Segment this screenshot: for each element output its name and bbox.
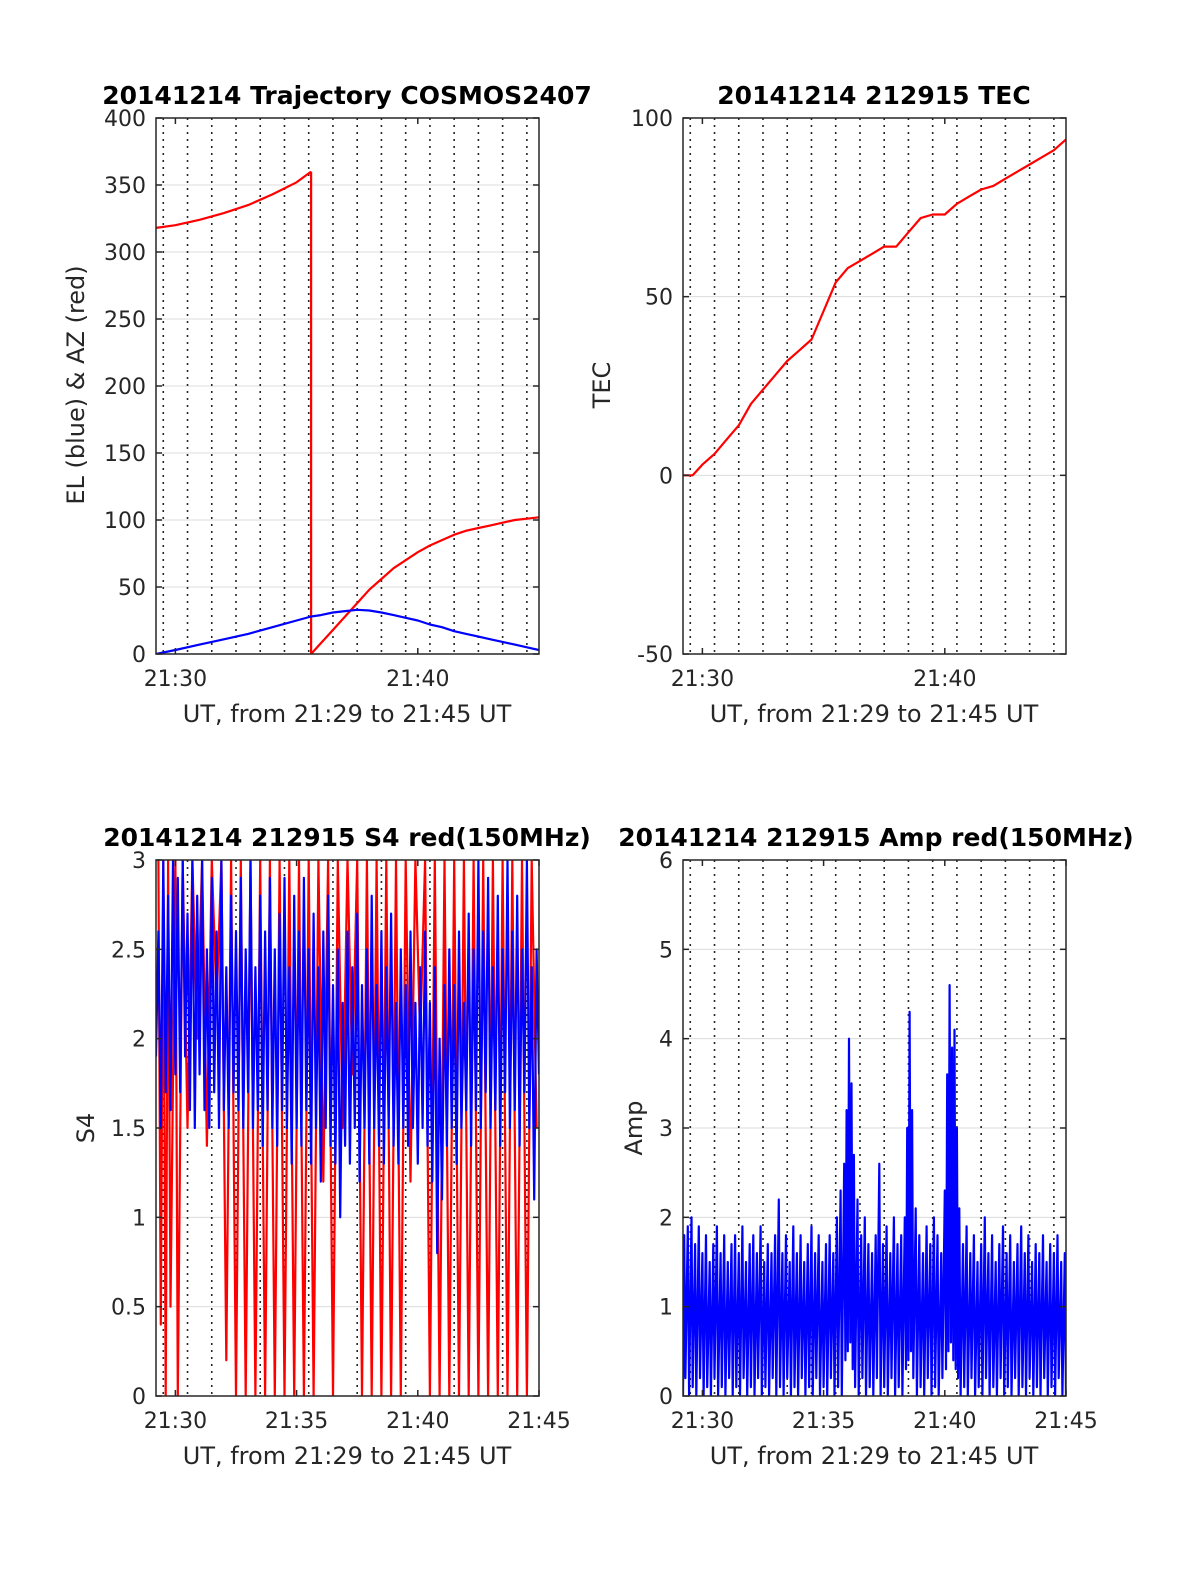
panel-amp: 20141214 212915 Amp red(150MHz) UT, from… <box>618 823 1134 1470</box>
x-tick-label: 21:35 <box>265 1409 328 1434</box>
y-tick-label: 0.5 <box>111 1296 146 1321</box>
plot-area: 0 0.5 1 1.5 2 2.5 3 21:30 21:35 21:40 21:45 <box>111 849 571 1434</box>
series-line-red <box>683 138 1066 477</box>
x-axis-label: UT, from 21:29 to 21:45 UT <box>183 1442 512 1470</box>
x-tick-label: 21:30 <box>144 667 207 692</box>
y-axis-label: Amp <box>620 1100 648 1155</box>
y-tick-label: 6 <box>659 849 673 874</box>
y-axis-label: TEC <box>588 362 616 410</box>
y-tick-label: 3 <box>659 1117 673 1142</box>
panel-trajectory: 20141214 Trajectory COSMOS2407 UT, from … <box>62 81 592 728</box>
series-line-blue <box>156 860 539 1255</box>
y-tick-label: 1.5 <box>111 1117 146 1142</box>
y-tick-label: 2 <box>132 1028 146 1053</box>
y-tick-label: 1 <box>659 1296 673 1321</box>
x-tick-label: 21:40 <box>386 667 449 692</box>
axes-box <box>682 117 1067 655</box>
y-tick-label: 200 <box>104 375 146 400</box>
y-tick-label: 100 <box>631 107 673 132</box>
x-axis-label: UT, from 21:29 to 21:45 UT <box>183 700 512 728</box>
series-line-blue <box>683 983 1066 1396</box>
x-tick-label: 21:30 <box>144 1409 207 1434</box>
y-tick-label: 2.5 <box>111 938 146 963</box>
y-tick-label: 0 <box>132 1385 146 1410</box>
x-tick-label: 21:45 <box>507 1409 570 1434</box>
y-tick-label: 250 <box>104 308 146 333</box>
y-tick-label: 300 <box>104 241 146 266</box>
plot-area: 0 50 100 150 200 250 300 350 400 21:30 21:40 <box>104 107 540 692</box>
x-tick-label: 21:35 <box>792 1409 855 1434</box>
chart-title: 20141214 212915 S4 red(150MHz) <box>103 823 591 852</box>
x-tick-label: 21:40 <box>386 1409 449 1434</box>
x-tick-label: 21:30 <box>671 1409 734 1434</box>
x-tick-label: 21:40 <box>913 667 976 692</box>
y-tick-label: 5 <box>659 938 673 963</box>
y-tick-label: 1 <box>132 1206 146 1231</box>
y-axis-label: EL (blue) & AZ (red) <box>62 265 90 504</box>
y-tick-label: 0 <box>659 1385 673 1410</box>
y-tick-label: 4 <box>659 1028 673 1053</box>
plot-area: 0 1 2 3 4 5 6 21:30 21:35 21:40 21:45 <box>659 849 1098 1434</box>
y-tick-label: 50 <box>118 576 146 601</box>
x-tick-label: 21:30 <box>671 667 734 692</box>
y-axis-label: S4 <box>72 1113 100 1144</box>
chart-title: 20141214 212915 Amp red(150MHz) <box>618 823 1134 852</box>
y-tick-label: -50 <box>637 643 673 668</box>
chart-title: 20141214 Trajectory COSMOS2407 <box>102 81 592 110</box>
y-tick-label: 50 <box>645 286 673 311</box>
y-tick-label: 400 <box>104 107 146 132</box>
chart-title: 20141214 212915 TEC <box>717 81 1030 110</box>
x-tick-label: 21:40 <box>913 1409 976 1434</box>
series-line-red <box>156 170 312 229</box>
x-axis-label: UT, from 21:29 to 21:45 UT <box>710 700 1039 728</box>
x-axis-label: UT, from 21:29 to 21:45 UT <box>710 1442 1039 1470</box>
panel-tec: 20141214 212915 TEC UT, from 21:29 to 21… <box>588 81 1067 728</box>
y-tick-label: 2 <box>659 1206 673 1231</box>
plot-area: -50 0 50 100 21:30 21:40 <box>631 107 1067 692</box>
x-tick-label: 21:45 <box>1034 1409 1097 1434</box>
y-tick-label: 3 <box>132 849 146 874</box>
y-tick-label: 150 <box>104 442 146 467</box>
y-tick-label: 0 <box>132 643 146 668</box>
y-tick-label: 350 <box>104 174 146 199</box>
series-line-red <box>310 516 539 654</box>
series-line-blue <box>156 608 539 654</box>
panel-s4: 20141214 212915 S4 red(150MHz) UT, from … <box>72 823 591 1470</box>
y-tick-label: 100 <box>104 509 146 534</box>
y-tick-label: 0 <box>659 464 673 489</box>
